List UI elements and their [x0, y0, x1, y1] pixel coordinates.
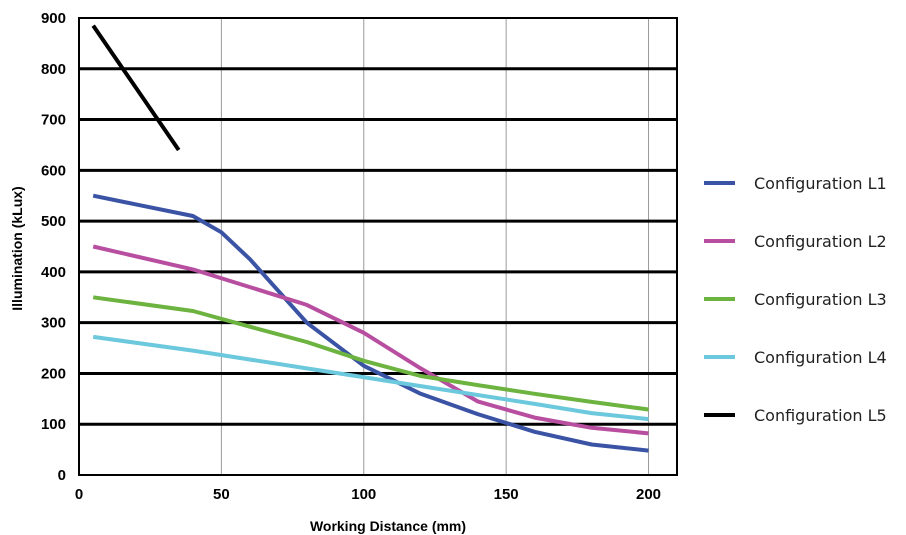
legend-item: Configuration L5 — [704, 406, 887, 425]
legend: Configuration L1 Configuration L2 Configur… — [704, 174, 887, 425]
series-line-3 — [92, 295, 649, 412]
legend-label: Configuration L2 — [754, 232, 887, 251]
series-line-2 — [92, 244, 649, 436]
y-tick-label: 900 — [41, 10, 66, 27]
vertical-gridlines — [220, 18, 650, 475]
series-line-4 — [92, 334, 649, 422]
x-tick-label: 150 — [494, 486, 519, 503]
x-axis-tick-labels: 0 50 100 150 200 — [75, 486, 661, 503]
y-tick-label: 500 — [41, 213, 66, 230]
x-tick-label: 0 — [75, 486, 83, 503]
x-tick-label: 50 — [213, 486, 230, 503]
legend-label: Configuration L1 — [754, 174, 887, 193]
plot-area-frame — [78, 17, 678, 476]
y-axis-tick-labels: 0 100 200 300 400 500 600 700 800 900 — [41, 10, 66, 484]
y-tick-label: 100 — [41, 416, 66, 433]
y-axis-title: Illumination (kLux) — [9, 186, 25, 310]
legend-label: Configuration L3 — [754, 290, 887, 309]
legend-label: Configuration L5 — [754, 406, 887, 425]
series-lines — [91, 24, 649, 453]
y-tick-label: 400 — [41, 264, 66, 281]
legend-item: Configuration L3 — [704, 290, 887, 309]
y-tick-label: 800 — [41, 61, 66, 78]
y-tick-label: 200 — [41, 365, 66, 382]
series-line-5 — [91, 24, 181, 152]
legend-item: Configuration L2 — [704, 232, 887, 251]
x-tick-label: 100 — [351, 486, 376, 503]
y-tick-label: 0 — [58, 467, 66, 484]
legend-label: Configuration L4 — [754, 348, 887, 367]
x-tick-label: 200 — [636, 486, 661, 503]
y-tick-label: 300 — [41, 315, 66, 332]
series-line-1 — [92, 193, 649, 453]
legend-item: Configuration L1 — [704, 174, 887, 193]
y-tick-label: 600 — [41, 162, 66, 179]
x-axis-title: Working Distance (mm) — [310, 518, 466, 534]
legend-item: Configuration L4 — [704, 348, 887, 367]
y-tick-label: 700 — [41, 112, 66, 129]
